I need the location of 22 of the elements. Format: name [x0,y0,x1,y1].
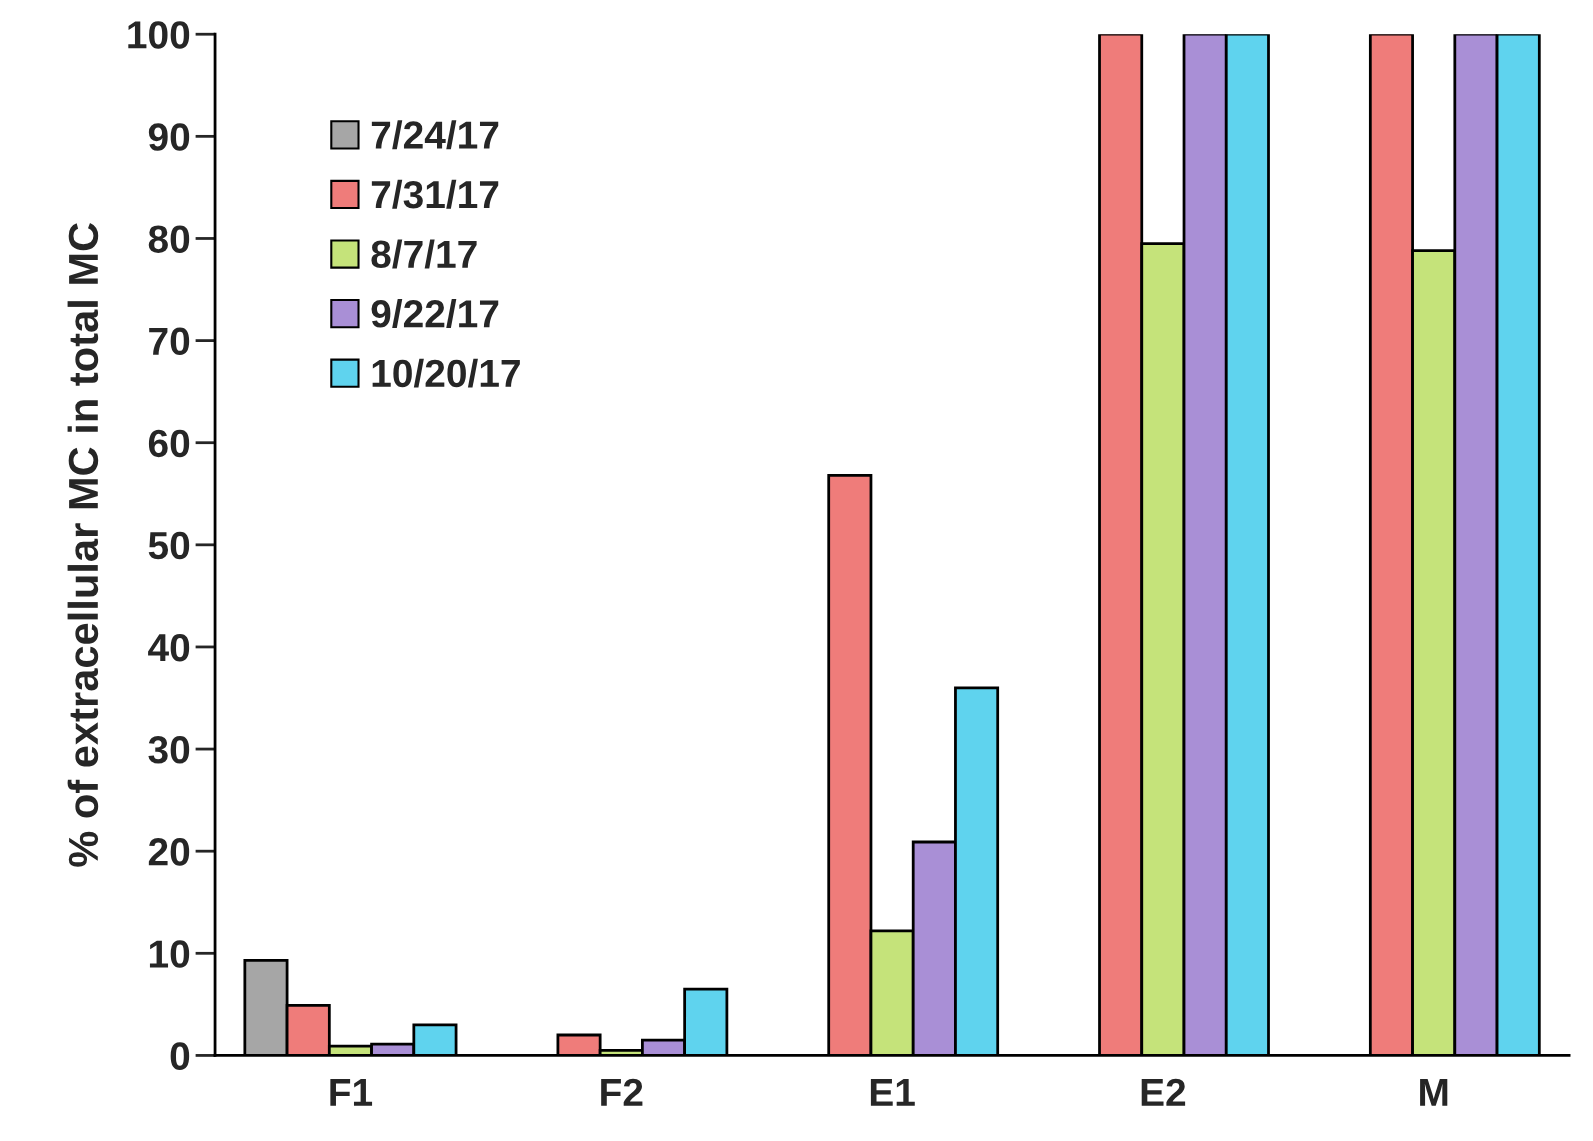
y-axis-title: % of extracellular MC in total MC [67,222,99,867]
x-tick-label: F2 [601,1078,643,1106]
y-tick-label: 20 [148,838,190,866]
legend-label: 9/22/17 [371,299,499,329]
y-tick-label: 10 [149,940,190,968]
y-tick-label: 60 [148,429,190,458]
x-tick-label: F1 [330,1079,373,1106]
y-tick-label: 70 [149,327,190,356]
legend-label: 7/24/17 [371,120,499,150]
y-tick-label: 0 [170,1042,190,1070]
y-tick-label: 30 [148,736,190,764]
x-tick-label: E1 [870,1079,915,1106]
y-tick-label: 100 [128,21,190,49]
legend-label: 8/7/17 [371,239,477,269]
y-tick-label: 40 [148,633,190,662]
y-tick-label: 50 [148,531,190,560]
x-tick-label: E2 [1141,1078,1186,1106]
legend-label: 10/20/17 [372,358,520,388]
x-tick-label: M [1420,1079,1448,1106]
y-tick-label: 90 [148,123,190,151]
y-tick-label: 80 [148,225,190,253]
legend-label: 7/31/17 [371,179,499,209]
